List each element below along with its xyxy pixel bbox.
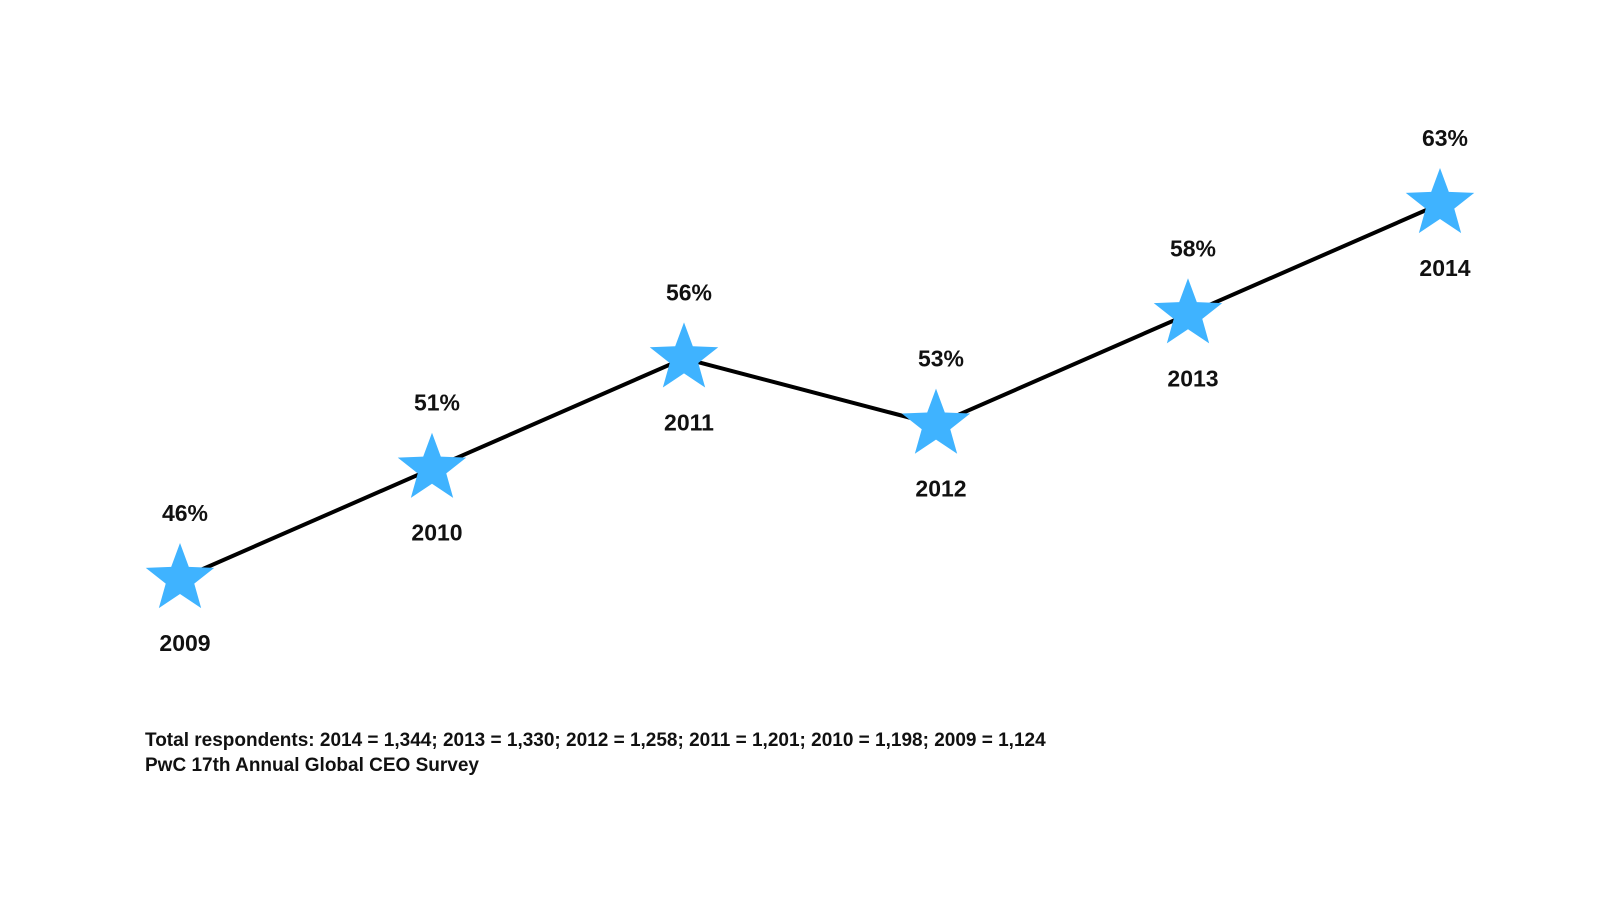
label-group: 46% 2009 51% 2010 56% 2011 53% 2012 58% 2013 63% 20… <box>159 125 1470 656</box>
star-marker-group <box>145 168 1475 609</box>
value-label-2009: 46% <box>162 500 208 526</box>
value-label-2012: 53% <box>918 346 964 372</box>
line-segment-2013-2014 <box>1186 202 1442 317</box>
star-marker-2009 <box>145 543 215 609</box>
line-segment-2009-2010 <box>178 466 434 581</box>
source-note: PwC 17th Annual Global CEO Survey <box>145 755 479 776</box>
star-marker-2013 <box>1153 278 1223 344</box>
year-label-2013: 2013 <box>1167 365 1218 391</box>
star-marker-2011 <box>649 322 719 388</box>
star-marker-2010 <box>397 432 467 498</box>
year-label-2010: 2010 <box>411 520 462 546</box>
footnote: Total respondents: 2014 = 1,344; 2013 = … <box>145 728 1046 778</box>
year-label-2012: 2012 <box>915 476 966 502</box>
year-label-2011: 2011 <box>664 409 714 435</box>
value-label-2010: 51% <box>414 390 460 416</box>
line-segment-2011-2012 <box>682 356 938 427</box>
value-label-2011: 56% <box>666 279 712 305</box>
star-marker-2014 <box>1405 168 1475 234</box>
line-segment-2012-2013 <box>934 312 1190 427</box>
line-segment-2010-2011 <box>430 356 686 471</box>
respondents-note: Total respondents: 2014 = 1,344; 2013 = … <box>145 730 1046 751</box>
year-label-2014: 2014 <box>1419 255 1470 281</box>
year-label-2009: 2009 <box>159 630 210 656</box>
series-line-group <box>178 202 1442 581</box>
star-marker-2012 <box>901 388 971 454</box>
value-label-2013: 58% <box>1170 235 1216 261</box>
value-label-2014: 63% <box>1422 125 1468 151</box>
